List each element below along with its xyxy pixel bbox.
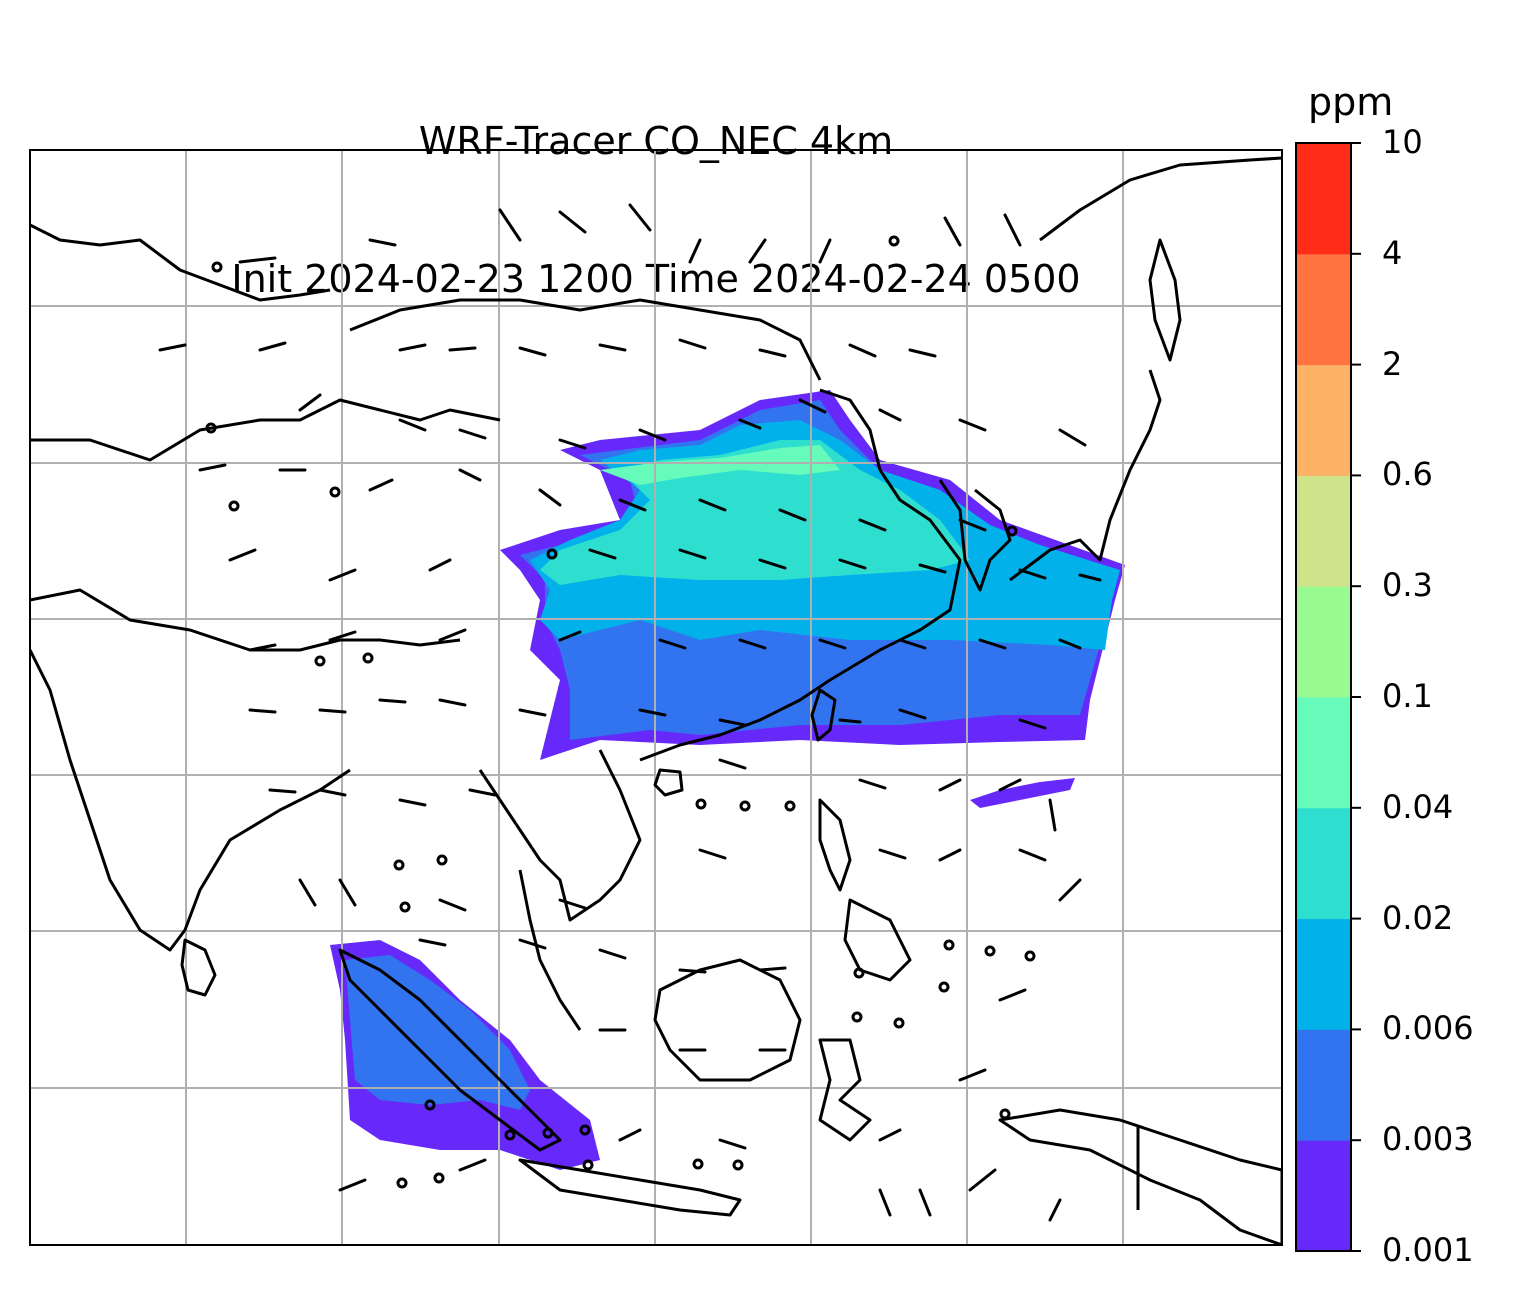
japan: [1009, 369, 1162, 582]
plume-south-0003: [345, 955, 530, 1110]
colorbar-tick-label: 0.1: [1382, 677, 1433, 715]
calm-wind-markers: [205, 235, 1036, 1189]
sakhalin: [1148, 238, 1182, 362]
indochina: [478, 749, 642, 922]
colorbar-tick-label: 0.006: [1382, 1009, 1474, 1048]
borneo: [653, 958, 802, 1082]
china-east-coast: [639, 388, 962, 762]
himalaya-border: [30, 588, 461, 652]
colorbar: [1295, 142, 1361, 1252]
malay-peninsula: [518, 869, 582, 1031]
philippines-luzon: [818, 798, 852, 892]
colorbar-segment: [1296, 253, 1351, 366]
plume-fill-0001-sea: [970, 778, 1075, 808]
colorbar-segment: [1296, 475, 1351, 587]
india-coast: [30, 649, 351, 952]
map-plot-area: [30, 150, 1282, 1245]
colorbar-tick-label: 0.001: [1382, 1231, 1474, 1269]
colorbar-tick-label: 0.04: [1382, 787, 1454, 826]
russia-far-east: [1039, 156, 1282, 242]
colorbar-tick-label: 4: [1382, 233, 1403, 272]
coastlines: [30, 156, 1282, 1245]
sumatra: [338, 948, 562, 1152]
map-title: WRF-Tracer CO_NEC 4km Init 2024-02-23 12…: [30, 26, 1282, 348]
colorbar-segment: [1296, 1029, 1351, 1141]
java: [518, 1158, 742, 1217]
colorbar-tick-label: 0.02: [1382, 898, 1454, 937]
sulawesi: [818, 1038, 872, 1142]
tracer-plume-north: [500, 390, 1125, 808]
colorbar-segment: [1296, 918, 1351, 1030]
colorbar-segment: [1296, 586, 1351, 698]
sri-lanka: [180, 938, 217, 997]
colorbar-segment: [1296, 143, 1351, 255]
colorbar-tick-label: 0.003: [1382, 1120, 1474, 1159]
hainan: [653, 768, 684, 797]
colorbar-tick-label: 0.3: [1382, 566, 1433, 605]
mongolia-border: [349, 298, 822, 381]
taiwan: [810, 688, 837, 742]
title-line-1: WRF-Tracer CO_NEC 4km: [418, 119, 894, 163]
central-asia-border: [30, 398, 501, 462]
colorbar-tick-label: 2: [1382, 344, 1403, 383]
colorbar-segment: [1296, 364, 1351, 476]
colorbar-unit-label: ppm: [1308, 80, 1394, 124]
philippines-mindanao: [843, 898, 912, 982]
colorbar-segment: [1296, 697, 1351, 809]
colorbar-tick-label: 10: [1382, 123, 1423, 161]
colorbar-segment: [1296, 1140, 1351, 1252]
wind-barbs: [158, 203, 1102, 1222]
title-line-2: Init 2024-02-23 1200 Time 2024-02-24 050…: [231, 257, 1081, 301]
tracer-plume-south: [330, 940, 600, 1170]
colorbar-segment: [1296, 807, 1351, 920]
colorbar-tick-label: 0.6: [1382, 455, 1433, 494]
map-frame: [29, 149, 1283, 1246]
plume-fill-004: [600, 445, 840, 485]
graticule: [30, 150, 1282, 1245]
korea-peninsula: [938, 479, 1012, 592]
new-guinea: [998, 1108, 1282, 1245]
russia-border-north: [30, 223, 331, 302]
